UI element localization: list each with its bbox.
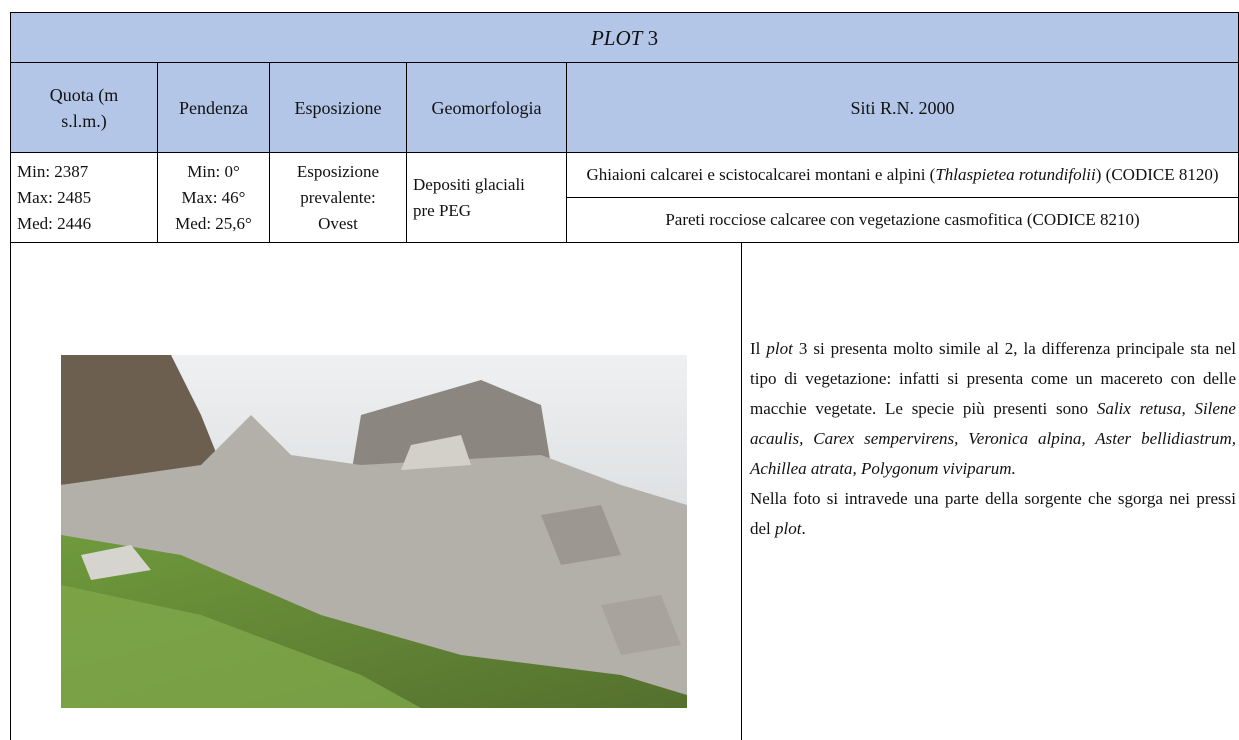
line: Max: 2485 [17,187,92,207]
siti-entry: Ghiaioni calcarei e scistocalcarei monta… [567,153,1238,197]
paragraph: Il plot 3 si presenta molto simile al 2,… [750,334,1236,484]
header-line: s.l.m.) [61,110,107,131]
quota-cell: Min: 2387 Max: 2485 Med: 2446 [10,152,158,243]
line: Min: 2387 [17,161,89,181]
line: Med: 25,6° [175,213,252,233]
siti-entry: Pareti rocciose calcaree con vegetazione… [567,197,1239,242]
line: Ovest [318,213,358,233]
line: prevalente: [300,187,376,207]
text: ) (CODICE 8120) [1095,165,1219,184]
photo [61,355,687,708]
pendenza-cell: Min: 0° Max: 46° Med: 25,6° [157,152,270,243]
italic-text: plot [766,339,793,358]
plot-table: PLOT 3 Quota (m s.l.m.) Pendenza Esposizi… [9,12,1239,243]
text: Il [750,339,767,358]
header-cell: Pendenza [157,62,270,153]
title-row: PLOT 3 [9,12,1239,63]
italic-text: plot [775,519,802,538]
photo-cell [10,242,742,740]
text: . [801,519,806,538]
title-italic: PLOT [590,25,643,50]
italic-text: Thlaspietea rotundifolii [935,165,1096,184]
header-line: Quota (m [49,84,119,105]
line: Min: 0° [187,161,240,181]
italic-text: Salix retusa, Silene acaulis, Carex semp… [750,399,1236,478]
header-cell: Siti R.N. 2000 [565,62,1239,153]
title-rest: 3 [642,25,659,50]
header-row: Quota (m s.l.m.) Pendenza Esposizione Geo… [10,62,1239,153]
line: Esposizione [296,161,380,181]
siti-cell: Ghiaioni calcarei e scistocalcarei monta… [565,152,1239,243]
esposizione-cell: Esposizione prevalente: Ovest [269,152,407,243]
value-row: Min: 2387 Max: 2485 Med: 2446 Min: 0° Max: … [10,152,1239,243]
text: Pareti rocciose calcaree con vegetazione… [665,210,1140,229]
title-cell: PLOT 3 [9,12,1239,63]
text: 3 si presenta molto simile al 2, la diff… [750,339,1237,418]
header-cell: Esposizione [269,62,407,153]
geomorfologia-cell: Depositi glaciali pre PEG [406,152,567,243]
line: Depositi glaciali [413,174,525,194]
header-cell: Geomorfologia [406,62,567,153]
line: pre PEG [413,200,472,220]
photo-row: Il plot 3 si presenta molto simile al 2,… [10,242,1239,740]
text: Ghiaioni calcarei e scistocalcarei monta… [586,165,936,184]
description: Il plot 3 si presenta molto simile al 2,… [750,334,1236,544]
paragraph: Nella foto si intravede una parte della … [750,484,1236,544]
header-cell: Quota (m s.l.m.) [10,62,158,153]
text: Nella foto si intravede una parte della … [750,489,1236,538]
line: Max: 46° [181,187,246,207]
line: Med: 2446 [17,213,92,233]
